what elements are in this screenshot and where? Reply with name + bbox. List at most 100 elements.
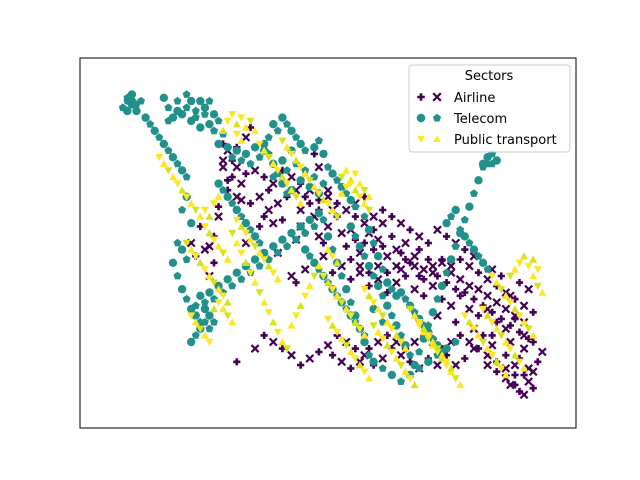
point-public-transport-216: [506, 345, 515, 353]
point-telecom-74: [250, 255, 260, 264]
point-public-transport-15: [301, 169, 310, 177]
point-telecom-219: [351, 202, 360, 211]
point-telecom-113: [360, 252, 369, 260]
point-public-transport-191: [342, 166, 351, 174]
point-public-transport-79: [410, 380, 419, 389]
point-telecom-21: [210, 126, 218, 135]
point-airline-118: [365, 282, 373, 290]
point-airline-245: [464, 337, 474, 347]
point-telecom-244: [460, 232, 469, 241]
point-telecom-86: [305, 215, 314, 225]
point-telecom-164: [205, 311, 214, 320]
point-telecom-190: [141, 113, 150, 122]
point-airline-103: [214, 212, 223, 221]
point-airline-23: [314, 232, 324, 241]
point-airline-234: [365, 345, 373, 353]
point-public-transport-200: [187, 312, 196, 320]
point-airline-175: [410, 261, 420, 271]
point-public-transport-178: [292, 193, 301, 201]
point-airline-17: [264, 205, 274, 215]
legend-entries: Airline Telecom Public transport: [416, 91, 557, 148]
point-telecom-214: [328, 169, 337, 178]
point-public-transport-150: [360, 286, 369, 294]
point-telecom-94: [342, 285, 351, 294]
point-telecom-20: [205, 120, 214, 129]
point-telecom-242: [451, 205, 460, 215]
point-public-transport-163: [419, 324, 428, 332]
point-airline-69: [519, 344, 529, 353]
point-public-transport-209: [228, 318, 237, 326]
point-telecom-53: [173, 238, 182, 247]
point-public-transport-50: [273, 328, 282, 337]
point-public-transport-151: [365, 291, 374, 299]
point-public-transport-65: [346, 347, 355, 356]
point-telecom-15: [182, 103, 191, 112]
point-public-transport-74: [387, 348, 396, 356]
point-public-transport-43: [241, 258, 250, 266]
point-public-transport-42: [237, 249, 246, 257]
point-airline-258: [493, 368, 501, 376]
point-telecom-203: [214, 116, 223, 125]
point-public-transport-128: [210, 200, 218, 208]
point-public-transport-55: [296, 301, 305, 309]
point-public-transport-175: [278, 173, 287, 181]
point-airline-181: [464, 261, 474, 271]
point-airline-230: [328, 351, 337, 359]
point-public-transport-141: [159, 159, 168, 167]
point-telecom-168: [200, 304, 210, 314]
point-airline-19: [268, 218, 278, 228]
point-public-transport-36: [260, 256, 269, 264]
point-telecom-200: [200, 103, 210, 112]
point-public-transport-2: [237, 114, 246, 122]
point-public-transport-176: [282, 180, 291, 188]
point-airline-62: [497, 315, 505, 323]
point-public-transport-122: [210, 236, 218, 244]
point-public-transport-120: [200, 223, 209, 231]
point-public-transport-75: [392, 354, 401, 362]
point-public-transport-206: [214, 299, 223, 307]
point-airline-251: [506, 380, 515, 390]
point-public-transport-30: [232, 216, 241, 224]
point-telecom-249: [483, 265, 492, 273]
point-public-transport-125: [223, 255, 232, 263]
point-public-transport-1: [232, 120, 241, 128]
point-telecom-110: [346, 222, 355, 231]
point-public-transport-201: [191, 318, 200, 326]
point-airline-147: [296, 205, 306, 215]
point-public-transport-97: [492, 357, 501, 365]
point-public-transport-185: [342, 305, 351, 313]
point-public-transport-132: [191, 253, 200, 261]
point-airline-130: [474, 312, 483, 320]
point-telecom-8: [127, 90, 137, 99]
point-airline-125: [428, 281, 438, 291]
point-telecom-102: [387, 370, 397, 380]
point-airline-173: [392, 261, 401, 271]
point-telecom-79: [273, 248, 282, 257]
point-airline-168: [347, 255, 355, 264]
point-telecom-196: [168, 153, 178, 162]
point-public-transport-28: [360, 187, 369, 195]
point-airline-13: [323, 185, 333, 195]
point-public-transport-69: [365, 374, 374, 382]
point-public-transport-143: [168, 173, 177, 181]
point-airline-259: [483, 360, 492, 370]
point-airline-176: [420, 275, 428, 283]
point-telecom-49: [269, 172, 278, 181]
point-telecom-31: [255, 153, 264, 161]
point-public-transport-126: [200, 206, 209, 214]
point-public-transport-204: [205, 338, 214, 346]
point-public-transport-196: [365, 206, 374, 214]
point-public-transport-76: [396, 361, 405, 370]
point-public-transport-164: [424, 332, 433, 340]
point-airline-148: [306, 199, 314, 207]
point-public-transport-90: [460, 312, 469, 320]
point-airline-46: [424, 255, 432, 264]
point-telecom-202: [209, 110, 219, 119]
point-airline-215: [287, 172, 296, 182]
point-airline-24: [319, 239, 328, 247]
point-public-transport-40: [228, 229, 237, 238]
legend-entry-public-transport: Public transport: [417, 133, 557, 148]
point-public-transport-152: [369, 299, 378, 307]
point-airline-180: [456, 255, 464, 264]
point-airline-218: [260, 173, 268, 181]
